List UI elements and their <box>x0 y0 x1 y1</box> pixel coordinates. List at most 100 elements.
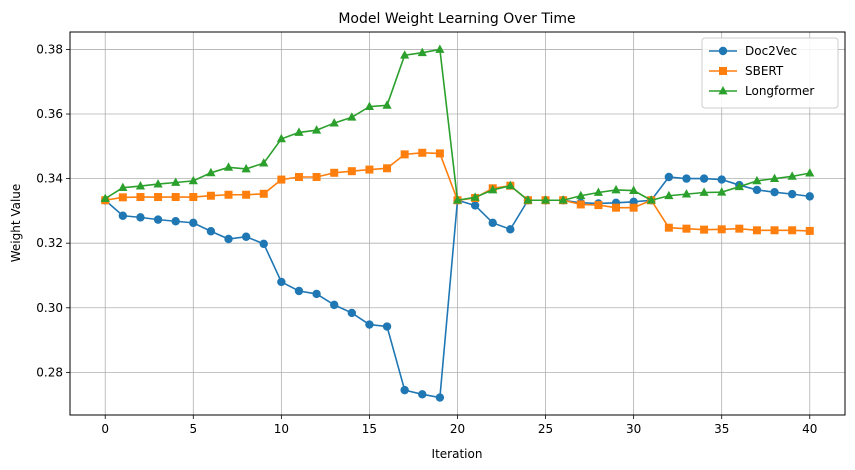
data-point-sbert <box>788 226 797 235</box>
x-tick-label: 0 <box>101 422 109 436</box>
series-longformer <box>100 44 815 204</box>
data-point-longformer <box>417 47 427 57</box>
data-point-doc2vec <box>294 286 304 296</box>
data-point-doc2vec <box>347 308 357 318</box>
data-point-doc2vec <box>435 393 445 402</box>
data-point-sbert <box>136 193 145 202</box>
data-point-longformer <box>311 125 322 134</box>
data-point-doc2vec <box>118 211 128 220</box>
data-point-doc2vec <box>805 192 814 201</box>
x-tick-label: 40 <box>802 422 817 436</box>
data-point-doc2vec <box>312 289 321 299</box>
data-point-sbert <box>206 191 215 200</box>
data-point-longformer <box>223 162 234 171</box>
data-point-longformer <box>681 189 692 198</box>
data-point-longformer <box>734 181 744 191</box>
x-tick-label: 15 <box>362 422 377 436</box>
data-point-sbert <box>594 201 603 210</box>
data-point-longformer <box>576 190 586 200</box>
data-point-sbert <box>154 193 163 202</box>
data-point-sbert <box>383 164 392 173</box>
data-point-longformer <box>629 185 639 194</box>
data-point-longformer <box>505 180 515 190</box>
data-point-sbert <box>735 224 744 233</box>
data-point-sbert <box>700 225 709 234</box>
data-point-longformer <box>435 44 445 53</box>
data-point-doc2vec <box>418 390 427 399</box>
data-point-doc2vec <box>259 239 268 249</box>
data-point-sbert <box>435 149 444 158</box>
data-point-sbert <box>682 224 691 233</box>
data-point-sbert <box>717 225 726 234</box>
data-point-doc2vec <box>171 217 180 226</box>
data-point-sbert <box>294 172 303 181</box>
data-point-longformer <box>259 158 269 167</box>
legend-label-doc2vec: Doc2Vec <box>745 44 797 58</box>
y-tick-label: 0.28 <box>36 365 63 379</box>
data-point-doc2vec <box>277 277 286 287</box>
data-point-longformer <box>769 173 780 183</box>
data-point-sbert <box>805 226 814 235</box>
data-point-sbert <box>189 193 198 202</box>
data-point-longformer <box>382 100 392 109</box>
x-tick-label: 5 <box>189 422 197 436</box>
y-tick-label: 0.30 <box>36 301 63 315</box>
data-point-doc2vec <box>699 174 709 183</box>
data-point-sbert <box>259 189 268 198</box>
x-tick-label: 25 <box>538 422 553 436</box>
data-point-doc2vec <box>717 175 726 184</box>
data-point-longformer <box>329 118 339 127</box>
legend-marker-doc2vec <box>718 46 728 56</box>
data-point-sbert <box>612 203 621 212</box>
data-point-doc2vec <box>470 201 480 210</box>
data-point-longformer <box>646 195 656 204</box>
data-point-longformer <box>206 167 216 177</box>
y-tick-label: 0.34 <box>36 172 63 186</box>
data-point-sbert <box>770 226 779 235</box>
data-point-longformer <box>611 184 621 194</box>
legend-label-longformer: Longformer <box>745 84 814 98</box>
data-point-doc2vec <box>664 172 674 182</box>
chart-title: Model Weight Learning Over Time <box>338 11 575 27</box>
data-point-longformer <box>488 184 498 194</box>
data-point-doc2vec <box>189 218 198 228</box>
data-point-longformer <box>470 192 480 201</box>
data-point-doc2vec <box>224 234 233 244</box>
data-point-longformer <box>540 195 551 204</box>
data-point-longformer <box>100 193 110 203</box>
data-point-sbert <box>664 223 673 232</box>
data-point-longformer <box>171 177 181 186</box>
data-point-doc2vec <box>682 174 691 183</box>
data-point-longformer <box>558 195 568 204</box>
data-point-longformer <box>276 133 286 143</box>
data-point-longformer <box>153 179 163 188</box>
data-point-doc2vec <box>365 320 374 329</box>
data-point-longformer <box>717 187 727 196</box>
data-point-longformer <box>664 190 674 200</box>
data-point-doc2vec <box>400 385 409 395</box>
data-point-sbert <box>576 200 585 209</box>
x-tick-label: 30 <box>626 422 641 436</box>
data-point-longformer <box>294 127 304 136</box>
data-point-doc2vec <box>752 185 762 195</box>
data-point-sbert <box>400 150 409 159</box>
data-point-sbert <box>242 190 251 199</box>
data-point-longformer <box>752 175 762 185</box>
data-point-doc2vec <box>136 213 145 222</box>
data-point-doc2vec <box>206 227 216 236</box>
data-point-longformer <box>523 195 533 204</box>
x-tick-label: 20 <box>450 422 465 436</box>
data-point-doc2vec <box>241 232 251 241</box>
data-point-sbert <box>312 172 321 181</box>
data-point-longformer <box>347 112 357 121</box>
data-point-doc2vec <box>506 225 515 234</box>
data-point-longformer <box>241 163 251 173</box>
data-point-sbert <box>752 226 761 235</box>
data-point-sbert <box>418 148 427 157</box>
legend: Doc2Vec SBERT Longformer <box>701 37 839 109</box>
y-tick-label: 0.36 <box>36 107 63 121</box>
x-tick-label: 35 <box>714 422 729 436</box>
data-point-longformer <box>364 101 375 110</box>
data-point-doc2vec <box>488 218 497 228</box>
